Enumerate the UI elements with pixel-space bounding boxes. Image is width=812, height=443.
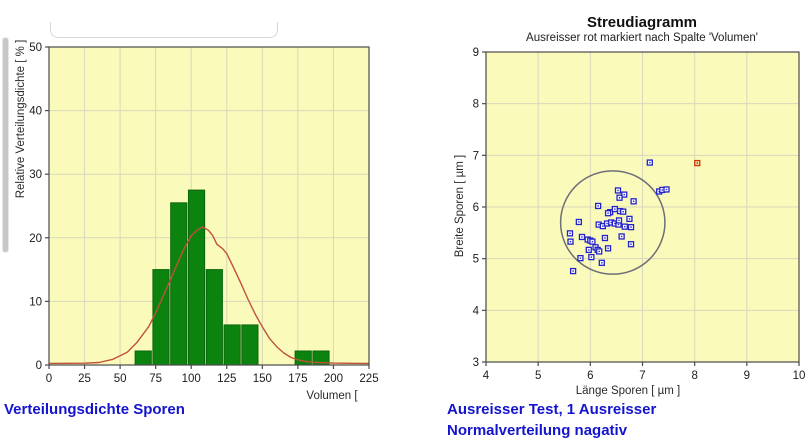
scatter-point-center [628, 218, 631, 220]
y-tick-label: 7 [473, 150, 479, 162]
x-tick-label: 75 [149, 373, 162, 385]
x-tick-label: 8 [691, 370, 697, 382]
scatter-caption: Ausreisser Test, 1 Ausreisser Normalvert… [447, 399, 656, 441]
scatter-point-center [607, 212, 609, 214]
confidence-ellipse [559, 170, 666, 275]
scatter-point-center [610, 221, 612, 224]
scatter-point-center [572, 270, 574, 272]
y-tick-label: 10 [29, 296, 42, 308]
y-tick-label: 50 [29, 42, 42, 54]
scatter-point-center [624, 225, 626, 228]
x-tick-label: 5 [535, 370, 541, 382]
x-tick-label: 175 [288, 373, 307, 385]
vertical-scrollbar[interactable] [3, 38, 8, 252]
x-tick-label: 225 [359, 373, 378, 385]
y-tick-label: 9 [473, 47, 479, 59]
histogram-bar [134, 350, 152, 366]
y-tick-label: 6 [473, 202, 479, 214]
y-tick-label: 8 [473, 99, 479, 111]
scatter-point-center [661, 189, 664, 191]
histogram-bar [152, 269, 170, 366]
collapsed-panel-edge [50, 22, 278, 38]
x-tick-label: 4 [483, 370, 490, 382]
scatter-point-center [569, 232, 571, 235]
x-tick-label: 50 [114, 373, 127, 385]
scatter-point-center [617, 223, 620, 226]
x-tick-label: 125 [217, 373, 236, 385]
scatter-point-center [618, 219, 620, 222]
scatter-point-center [597, 205, 599, 207]
scatter-point-center [598, 250, 600, 253]
scatter-point-center [630, 243, 632, 245]
scatter-point-center [569, 240, 572, 243]
y-tick-label: 0 [36, 360, 42, 372]
y-tick-label: 4 [473, 305, 480, 317]
scatter-title: Streudiagramm [586, 14, 698, 31]
histogram-bar [187, 189, 206, 366]
plot-frame [48, 46, 370, 366]
scatter-point-center [618, 197, 621, 199]
scatter-point-center [602, 225, 604, 227]
x-tick-label: 9 [744, 370, 750, 382]
scatter-point-center [578, 221, 580, 223]
y-tick-label: 20 [29, 233, 42, 245]
y-tick-label: 3 [473, 357, 479, 369]
scatter-point-center [601, 262, 603, 264]
y-tick-label: 40 [29, 106, 42, 118]
scatter-point-center [588, 249, 590, 251]
histogram-y-axis-label: Relative Verteilungsdichte [ % ] [15, 39, 27, 199]
scatter-point-center [606, 222, 608, 225]
scatter-point-center [607, 247, 609, 250]
histogram-bar [294, 350, 312, 366]
scatter-point-center [649, 161, 651, 164]
x-tick-label: 0 [46, 373, 52, 385]
scatter-x-axis-label: Länge Sporen [ µm ] [575, 385, 681, 397]
x-tick-label: 150 [253, 373, 272, 385]
scatter-point-center [696, 162, 698, 164]
x-tick-label: 6 [587, 370, 593, 382]
scatter-y-axis-label: Breite Sporen [ µm ] [454, 154, 466, 258]
histogram-x-axis-label: Volumen [ [306, 390, 358, 402]
scatter-point-center [597, 223, 600, 226]
scatter-point-center [630, 226, 632, 228]
scatter-point-center [604, 237, 606, 239]
histogram-plot: 0 25 50 75 100 125 150 175 200 225 0 10 20 30 40 50 [29, 42, 378, 385]
scatter-point-center [614, 222, 616, 225]
scatter-point-center [632, 200, 635, 203]
scatter-caption-line2: Normalverteilung nagativ [447, 422, 628, 439]
scatter-point-center [622, 210, 624, 213]
x-tick-label: 7 [639, 370, 645, 382]
y-tick-label: 30 [29, 169, 42, 181]
scatter-point-center [665, 188, 668, 191]
scatter-point-center [614, 208, 616, 210]
density-curve [48, 226, 370, 365]
scatter-point-center [590, 256, 593, 258]
scatter-point-center [620, 235, 623, 238]
x-tick-label: 100 [182, 373, 201, 385]
histogram-bar [170, 202, 188, 366]
scatter-point-center [623, 193, 625, 196]
x-tick-label: 10 [793, 370, 806, 382]
scatter-point-center [581, 236, 583, 238]
scatter-point-center [579, 257, 582, 259]
x-tick-label: 25 [78, 373, 91, 385]
scatter-subtitle: Ausreisser rot markiert nach Spalte 'Vol… [526, 32, 758, 44]
histogram-bar [241, 324, 259, 366]
histogram-caption: Verteilungsdichte Sporen [4, 401, 185, 418]
scatter-point-center [617, 189, 619, 192]
scatter-point-center [591, 240, 594, 243]
scatter-caption-line1: Ausreisser Test, 1 Ausreisser [447, 401, 657, 418]
y-tick-label: 5 [473, 254, 479, 266]
histogram-bar [205, 269, 223, 366]
histogram-bar [223, 324, 241, 366]
x-tick-label: 200 [324, 373, 343, 385]
